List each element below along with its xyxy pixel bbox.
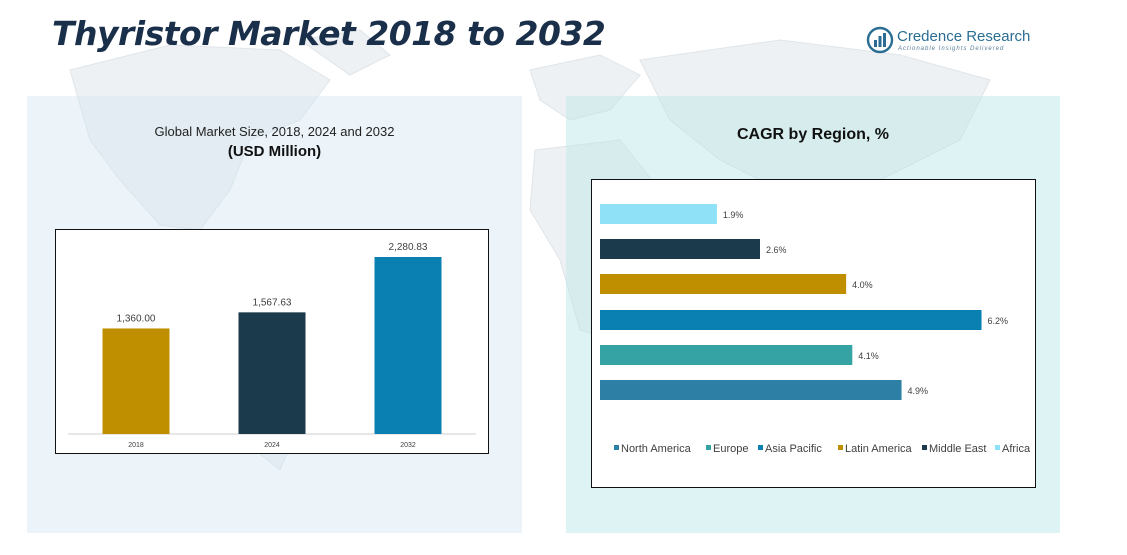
- cagr-title: CAGR by Region, %: [736, 126, 889, 143]
- legend-swatch-asia-pacific: [758, 445, 763, 450]
- cagr-chart-svg: 4.9% 4.1% 6.2% 4.0% 2.6% 1.9% North America Eur…: [600, 204, 1031, 455]
- page-title: Thyristor Market 2018 to 2032: [52, 14, 606, 53]
- bar-middle-east: [600, 239, 760, 259]
- legend-label-latin-america: Latin America: [845, 443, 913, 455]
- legend-swatch-north-america: [614, 445, 619, 450]
- logo-name: Credence Research: [897, 28, 1031, 45]
- bar-2032: [374, 257, 442, 434]
- data-label-middle-east: 2.6%: [766, 245, 787, 255]
- legend-label-north-america: North America: [621, 443, 692, 455]
- data-label-2024: 1,567.63: [253, 297, 292, 308]
- bar-2018: [102, 328, 170, 434]
- bar-europe: [600, 345, 853, 365]
- legend-swatch-middle-east: [922, 445, 927, 450]
- bar-latin-america: [600, 274, 847, 294]
- legend-label-africa: Africa: [1002, 443, 1031, 455]
- legend-swatch-europe: [706, 445, 711, 450]
- legend-swatch-africa: [995, 445, 1000, 450]
- legend-label-asia-pacific: Asia Pacific: [765, 443, 822, 455]
- legend-swatch-latin-america: [838, 445, 843, 450]
- bar-asia-pacific: [600, 310, 982, 330]
- bar-chart-logo-icon: [866, 26, 894, 54]
- logo-tagline: Actionable Insights Delivered: [898, 46, 1005, 52]
- tick-label-2018: 2018: [128, 442, 144, 449]
- legend-label-europe: Europe: [713, 443, 748, 455]
- data-label-europe: 4.1%: [858, 351, 879, 361]
- cagr-chart: 4.9% 4.1% 6.2% 4.0% 2.6% 1.9% North America Eur…: [591, 179, 1036, 488]
- data-label-2032: 2,280.83: [389, 242, 428, 253]
- market-size-chart-svg: 1,360.00 2018 1,567.63 2024 2,280.83 2032: [68, 242, 476, 449]
- data-label-2018: 1,360.00: [117, 313, 156, 324]
- legend-label-middle-east: Middle East: [929, 443, 986, 455]
- bar-north-america: [600, 380, 902, 400]
- tick-label-2024: 2024: [264, 442, 280, 449]
- data-label-asia-pacific: 6.2%: [988, 316, 1009, 326]
- market-size-chart: 1,360.00 2018 1,567.63 2024 2,280.83 2032: [55, 229, 489, 454]
- bar-2024: [238, 312, 306, 434]
- tick-label-2032: 2032: [400, 442, 416, 449]
- data-label-north-america: 4.9%: [908, 386, 929, 396]
- market-size-unit: (USD Million): [227, 143, 322, 160]
- market-size-subtitle: Global Market Size, 2018, 2024 and 2032: [154, 124, 395, 139]
- data-label-africa: 1.9%: [723, 210, 744, 220]
- data-label-latin-america: 4.0%: [852, 280, 873, 290]
- bar-africa: [600, 204, 717, 224]
- brand-logo[interactable]: Credence Research Actionable Insights De…: [866, 26, 1046, 58]
